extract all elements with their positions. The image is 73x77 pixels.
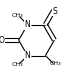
Text: CH₃: CH₃ bbox=[50, 61, 61, 66]
Text: CH₃: CH₃ bbox=[12, 62, 24, 67]
Text: CH₃: CH₃ bbox=[12, 13, 24, 18]
Text: N: N bbox=[25, 51, 30, 60]
Text: N: N bbox=[25, 20, 30, 29]
Text: S: S bbox=[52, 7, 57, 16]
Text: O: O bbox=[0, 36, 4, 45]
